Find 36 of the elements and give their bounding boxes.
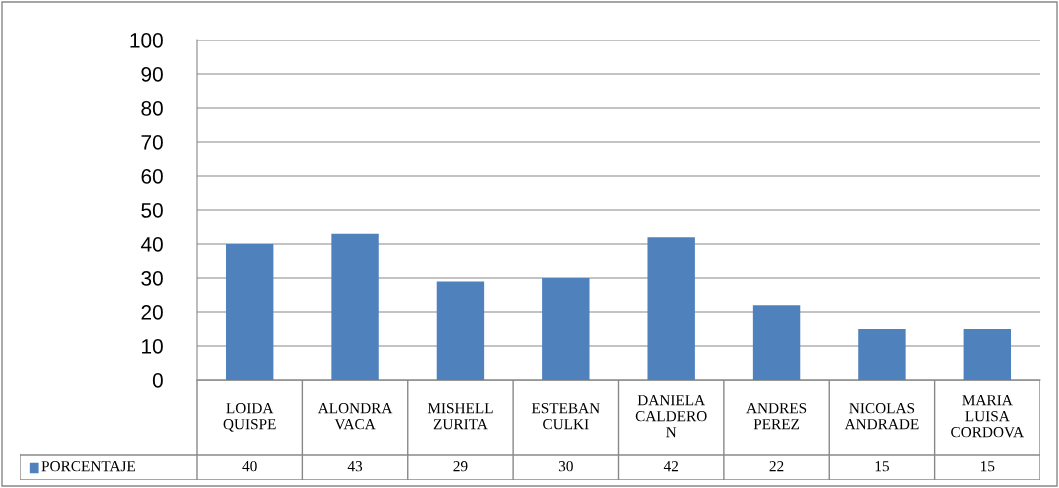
- y-tick-label: 60: [141, 169, 163, 184]
- y-tick-label: 70: [141, 135, 163, 150]
- data-label: 22: [769, 461, 784, 472]
- bar: [225, 244, 274, 380]
- x-tick-label: ESTEBAN CULKI: [531, 403, 600, 430]
- bar: [542, 278, 590, 380]
- bar: [858, 329, 906, 380]
- x-tick-label: LOIDA QUISPE: [223, 403, 276, 432]
- data-label: 40: [242, 461, 257, 472]
- y-tick-label: 50: [141, 203, 163, 218]
- y-tick-label: 100: [130, 33, 163, 48]
- x-tick-label: MISHELL ZURITA: [427, 403, 493, 430]
- data-label: 43: [347, 461, 363, 472]
- data-label: 15: [875, 461, 889, 472]
- data-label: 42: [663, 461, 678, 472]
- legend-label: PORCENTAJE: [41, 461, 136, 472]
- y-tick-label: 30: [141, 271, 163, 286]
- y-tick-label: 90: [141, 67, 163, 82]
- bar: [436, 281, 485, 380]
- y-tick-label: 80: [141, 101, 163, 116]
- bar: [963, 329, 1012, 380]
- data-label: 15: [981, 461, 995, 472]
- x-tick-label: DANIELA CALDERO N: [635, 395, 707, 438]
- y-tick-label: 20: [141, 305, 163, 320]
- bar: [752, 305, 801, 380]
- x-tick-label: MARIA LUISA CORDOVA: [951, 395, 1024, 438]
- data-label: 29: [453, 461, 468, 472]
- x-tick-label: NICOLAS ANDRADE: [844, 403, 919, 430]
- bar: [331, 233, 379, 380]
- y-tick-label: 0: [152, 373, 163, 388]
- y-tick-label: 10: [142, 339, 163, 354]
- x-tick-label: ALONDRA VACA: [317, 403, 393, 430]
- x-tick-label: ANDRES PEREZ: [746, 403, 807, 430]
- data-label: 30: [558, 461, 573, 472]
- bar: [647, 237, 695, 380]
- y-tick-label: 40: [140, 237, 163, 252]
